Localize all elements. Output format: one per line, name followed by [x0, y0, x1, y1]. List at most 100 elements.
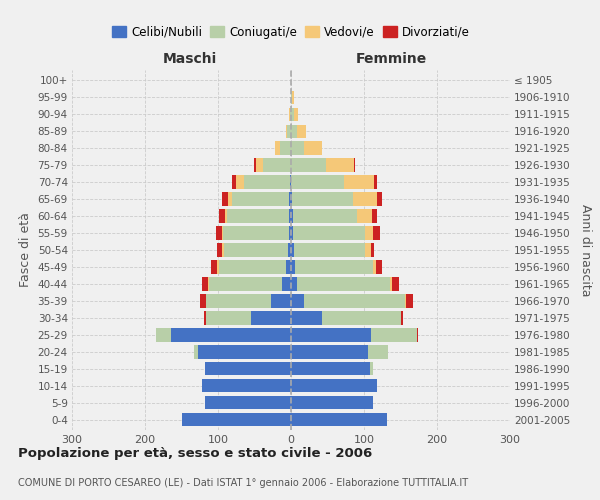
Bar [288, 244, 291, 256]
Bar [373, 260, 376, 274]
Bar [197, 346, 291, 358]
Bar [286, 260, 291, 274]
Bar [204, 312, 206, 324]
Bar [392, 278, 399, 290]
Bar [376, 260, 382, 274]
Bar [194, 346, 197, 358]
Bar [358, 210, 372, 222]
Bar [217, 260, 219, 274]
Bar [416, 328, 418, 342]
Bar [205, 396, 291, 409]
Y-axis label: Anni di nascita: Anni di nascita [579, 204, 592, 296]
Bar [224, 210, 227, 222]
Bar [291, 244, 294, 256]
Bar [254, 158, 256, 172]
Bar [406, 294, 413, 308]
Bar [291, 362, 370, 376]
Bar [293, 210, 358, 222]
Bar [219, 210, 224, 222]
Bar [291, 226, 293, 239]
Bar [291, 312, 322, 324]
Bar [304, 142, 322, 154]
Bar [208, 278, 209, 290]
Legend: Celibi/Nubili, Coniugati/e, Vedovi/e, Divorziati/e: Celibi/Nubili, Coniugati/e, Vedovi/e, Di… [112, 26, 470, 38]
Bar [291, 158, 326, 172]
Bar [405, 294, 406, 308]
Bar [216, 226, 221, 239]
Bar [224, 244, 288, 256]
Bar [206, 294, 271, 308]
Bar [291, 346, 368, 358]
Bar [344, 176, 374, 188]
Bar [256, 158, 263, 172]
Bar [291, 90, 292, 104]
Bar [291, 124, 297, 138]
Bar [377, 192, 382, 205]
Text: COMUNE DI PORTO CESAREO (LE) - Dati ISTAT 1° gennaio 2006 - Elaborazione TUTTITA: COMUNE DI PORTO CESAREO (LE) - Dati ISTA… [18, 478, 468, 488]
Bar [293, 226, 365, 239]
Bar [291, 176, 344, 188]
Y-axis label: Fasce di età: Fasce di età [19, 212, 32, 288]
Bar [281, 278, 291, 290]
Bar [244, 176, 290, 188]
Bar [297, 278, 390, 290]
Bar [326, 158, 354, 172]
Bar [291, 108, 294, 121]
Bar [200, 294, 206, 308]
Bar [372, 210, 377, 222]
Bar [294, 244, 365, 256]
Bar [291, 379, 377, 392]
Bar [275, 142, 280, 154]
Bar [290, 108, 291, 121]
Bar [374, 176, 377, 188]
Bar [297, 124, 305, 138]
Bar [289, 192, 291, 205]
Bar [209, 278, 281, 290]
Bar [217, 244, 223, 256]
Bar [289, 226, 291, 239]
Bar [205, 362, 291, 376]
Bar [322, 312, 401, 324]
Bar [353, 192, 377, 205]
Bar [236, 176, 244, 188]
Bar [286, 124, 287, 138]
Bar [304, 294, 405, 308]
Bar [219, 260, 286, 274]
Bar [365, 244, 371, 256]
Bar [223, 244, 224, 256]
Bar [291, 192, 292, 205]
Bar [232, 192, 289, 205]
Bar [206, 312, 251, 324]
Bar [295, 260, 373, 274]
Bar [170, 328, 291, 342]
Bar [182, 413, 291, 426]
Bar [221, 226, 223, 239]
Bar [291, 413, 388, 426]
Bar [228, 192, 232, 205]
Bar [202, 278, 208, 290]
Bar [401, 312, 403, 324]
Bar [289, 210, 291, 222]
Bar [287, 124, 291, 138]
Bar [291, 278, 297, 290]
Bar [292, 192, 353, 205]
Bar [365, 226, 373, 239]
Bar [227, 210, 289, 222]
Bar [294, 108, 298, 121]
Bar [251, 312, 291, 324]
Bar [291, 328, 371, 342]
Bar [263, 158, 291, 172]
Text: Femmine: Femmine [356, 52, 427, 66]
Text: Maschi: Maschi [163, 52, 217, 66]
Bar [232, 176, 236, 188]
Bar [280, 142, 291, 154]
Bar [289, 108, 290, 121]
Bar [291, 260, 295, 274]
Bar [290, 176, 291, 188]
Text: Popolazione per età, sesso e stato civile - 2006: Popolazione per età, sesso e stato civil… [18, 448, 372, 460]
Bar [368, 346, 388, 358]
Bar [223, 192, 228, 205]
Bar [390, 278, 392, 290]
Bar [211, 260, 217, 274]
Bar [373, 226, 380, 239]
